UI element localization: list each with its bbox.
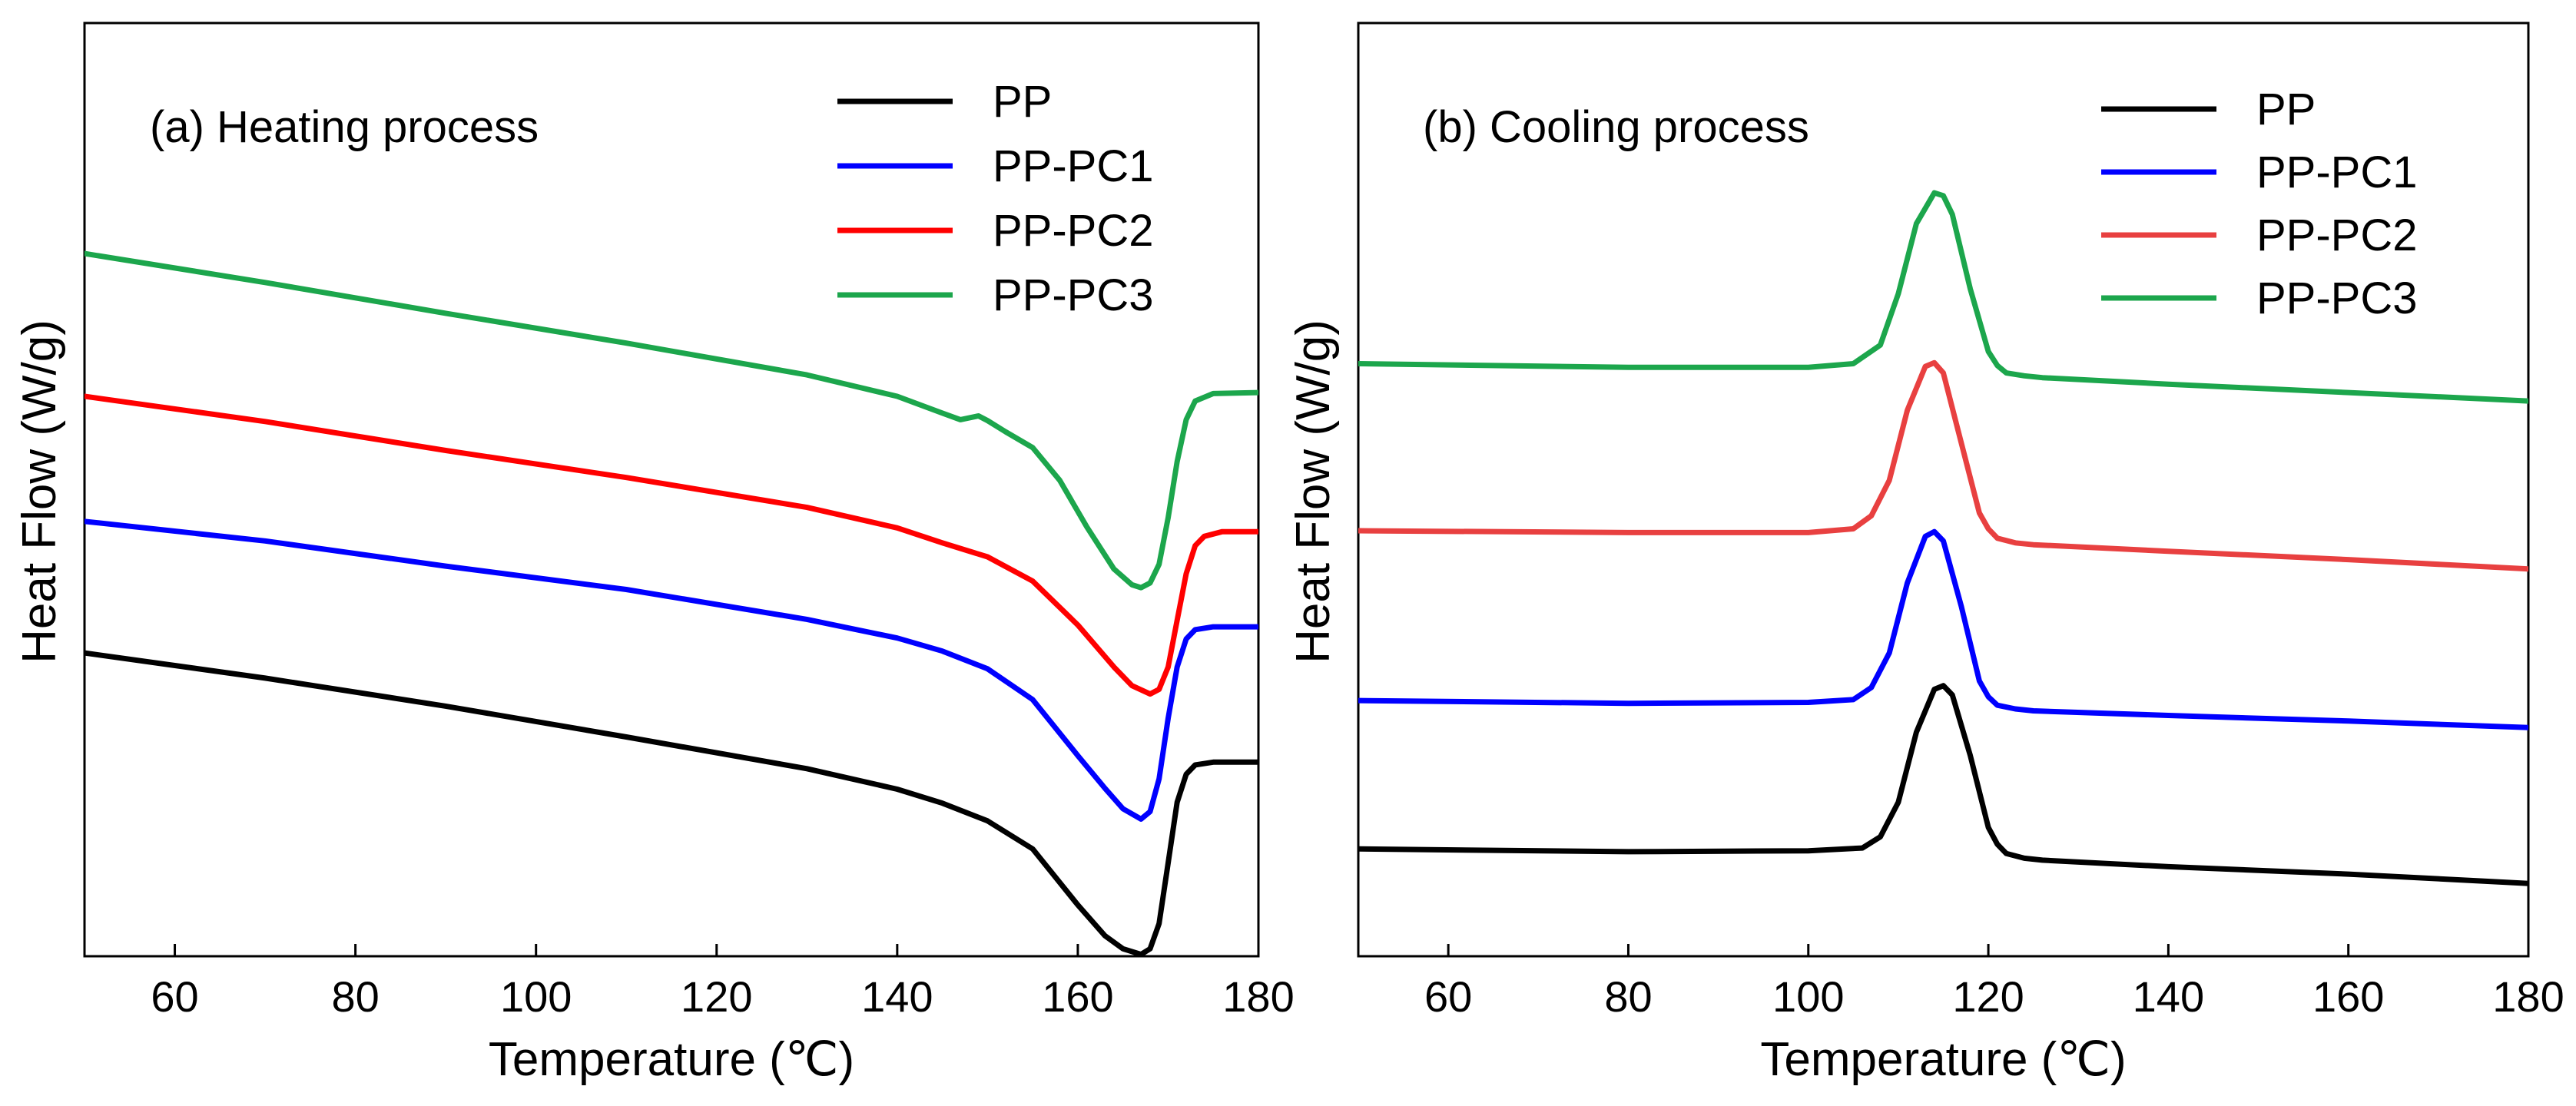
- x-tick-label: 160: [2312, 972, 2384, 1021]
- x-tick-label: 120: [681, 972, 752, 1021]
- series-line-pp-pc2: [85, 393, 1258, 697]
- series-line-pp-pc1: [85, 518, 1258, 822]
- plot-area-frame: [83, 22, 1260, 958]
- plot-area-frame: [1357, 22, 2530, 958]
- legend-label-pp-pc1: PP-PC1: [2256, 147, 2418, 197]
- y-axis-label: Heat Flow (W/g): [1287, 320, 1340, 664]
- legend-label-pp-pc3: PP-PC3: [993, 270, 1154, 320]
- x-tick-label: 80: [331, 972, 379, 1021]
- x-tick-label: 160: [1042, 972, 1113, 1021]
- series-line-pp-pc1: [1358, 528, 2528, 730]
- legend-label-pp-pc2: PP-PC2: [993, 206, 1154, 256]
- x-tick-label: 140: [2133, 972, 2204, 1021]
- x-tick-label: 60: [1424, 972, 1472, 1021]
- series-line-pp-pc3: [85, 250, 1258, 591]
- x-tick-label: 100: [500, 972, 572, 1021]
- x-tick-label: 120: [1952, 972, 2024, 1021]
- legend-label-pp-pc3: PP-PC3: [2256, 273, 2418, 323]
- x-tick-label: 100: [1772, 972, 1844, 1021]
- legend-label-pp: PP: [2256, 84, 2316, 134]
- chart-panel-cooling: 60 80 100 120 140 160 180 Temperature (℃) Heat F…: [1287, 22, 2564, 1086]
- x-tick-label: 180: [2492, 972, 2564, 1021]
- series-line-pp-pc3: [1358, 190, 2528, 404]
- series-line-pp: [1358, 683, 2528, 886]
- panel-title: (a) Heating process: [150, 102, 539, 152]
- legend: PP PP-PC1 PP-PC2 PP-PC3: [837, 77, 1154, 320]
- y-axis-label: Heat Flow (W/g): [13, 320, 66, 664]
- panel-title: (b) Cooling process: [1423, 102, 1809, 152]
- x-tick-label: 180: [1222, 972, 1294, 1021]
- series-line-pp: [85, 650, 1258, 956]
- legend: PP PP-PC1 PP-PC2 PP-PC3: [2101, 84, 2418, 323]
- x-tick-label: 80: [1604, 972, 1652, 1021]
- x-axis-label: Temperature (℃): [489, 1033, 854, 1086]
- series-line-pp-pc2: [1358, 359, 2528, 572]
- legend-label-pp-pc2: PP-PC2: [2256, 210, 2418, 260]
- legend-label-pp-pc1: PP-PC1: [993, 141, 1154, 191]
- x-axis-label: Temperature (℃): [1760, 1033, 2126, 1086]
- x-tick-label: 140: [861, 972, 933, 1021]
- x-tick-label: 60: [151, 972, 198, 1021]
- chart-panel-heating: 60 80 100 120 140 160 180 Temperature (℃) Heat F…: [13, 22, 1295, 1086]
- legend-label-pp: PP: [993, 77, 1052, 127]
